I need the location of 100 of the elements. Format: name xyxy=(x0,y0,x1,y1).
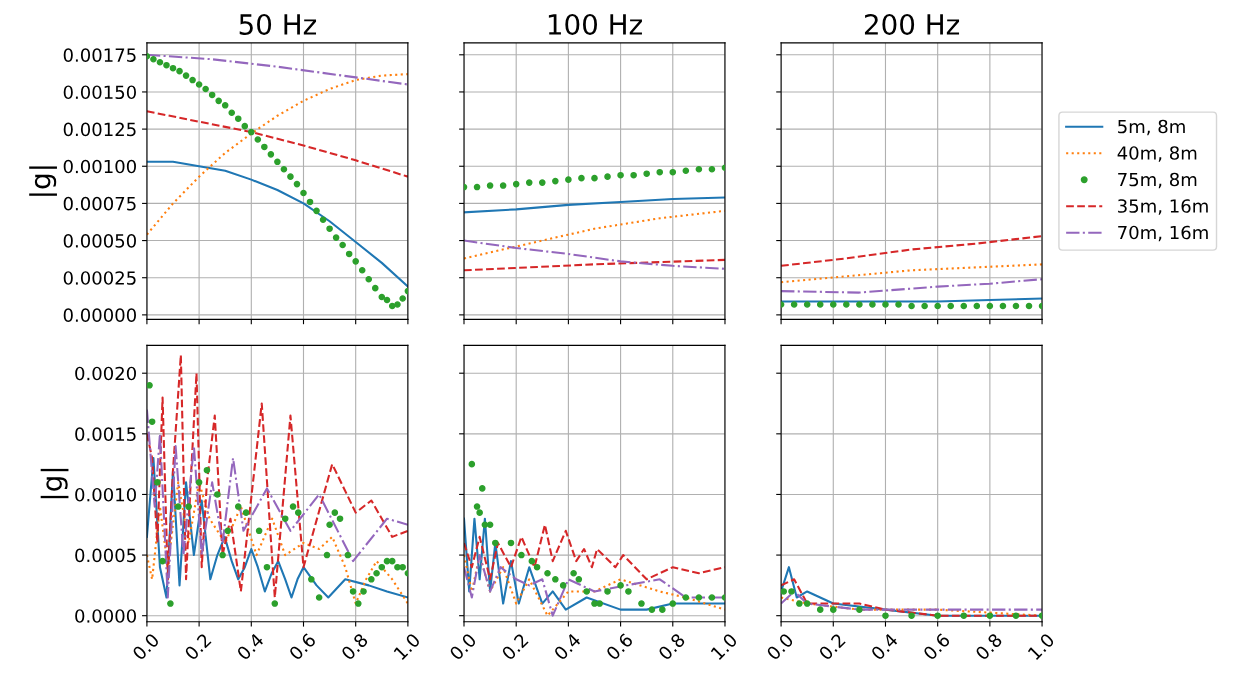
y-tick-label: 0.00125 xyxy=(63,122,136,137)
point xyxy=(281,515,289,522)
point xyxy=(591,174,598,182)
point xyxy=(781,588,787,595)
point xyxy=(908,612,915,619)
point xyxy=(336,515,344,522)
point xyxy=(478,485,486,492)
point xyxy=(221,102,229,109)
point xyxy=(399,563,406,571)
point xyxy=(388,302,396,310)
chart-title: 50 Hz xyxy=(239,13,317,35)
y-tick-label: 0.0005 xyxy=(75,548,136,563)
point xyxy=(507,539,515,547)
y-axis-title: |g| xyxy=(29,166,57,196)
point xyxy=(274,158,281,166)
point xyxy=(591,600,598,607)
point xyxy=(234,115,242,122)
point xyxy=(934,612,941,619)
point xyxy=(486,182,494,189)
point xyxy=(189,76,196,84)
point xyxy=(1012,612,1020,619)
point xyxy=(638,600,645,607)
point xyxy=(512,180,520,188)
point xyxy=(578,174,585,182)
point xyxy=(289,503,297,510)
point xyxy=(695,165,703,173)
point xyxy=(234,503,242,510)
point xyxy=(476,509,483,516)
x-tick-label: 0.6 xyxy=(288,632,317,661)
point xyxy=(224,527,232,535)
point xyxy=(202,85,209,93)
point xyxy=(169,64,177,72)
point xyxy=(394,563,401,571)
x-tick-label: 0.0 xyxy=(448,632,478,661)
point xyxy=(583,588,590,595)
y-tick-label: 0.00000 xyxy=(63,308,136,322)
x-tick-label: 1.0 xyxy=(710,632,738,661)
point xyxy=(174,503,182,510)
point xyxy=(473,503,481,510)
line-series xyxy=(146,353,408,599)
point xyxy=(708,594,716,601)
point xyxy=(293,180,301,188)
point xyxy=(796,600,803,607)
chart-title: 100 Hz xyxy=(548,13,642,35)
point xyxy=(803,600,811,607)
point xyxy=(150,55,157,63)
point xyxy=(185,503,192,510)
x-tick-label: 0.8 xyxy=(657,632,686,661)
point xyxy=(708,165,716,173)
point xyxy=(604,173,611,180)
y-axis-title: |g| xyxy=(40,468,69,499)
point xyxy=(625,588,632,595)
point xyxy=(355,600,362,607)
legend-label: 35m, 16m xyxy=(1118,199,1208,215)
y-tick-label: 0.0020 xyxy=(75,366,136,381)
point xyxy=(242,509,250,516)
point xyxy=(360,588,367,595)
point xyxy=(630,171,637,179)
point xyxy=(219,551,226,559)
legend-label: 40m, 8m xyxy=(1117,146,1197,162)
point xyxy=(378,563,386,571)
point xyxy=(331,509,339,516)
y-tick-label: 0.00025 xyxy=(63,271,136,285)
y-tick-label: 0.00100 xyxy=(63,159,136,174)
point xyxy=(656,168,664,176)
point xyxy=(254,136,262,143)
point xyxy=(365,275,373,283)
point xyxy=(518,551,525,559)
point xyxy=(313,207,320,215)
point xyxy=(332,234,340,241)
point xyxy=(159,557,166,565)
x-tick-label: 0.0 xyxy=(131,632,160,661)
point xyxy=(241,122,249,130)
point xyxy=(248,128,255,136)
point xyxy=(473,183,481,191)
point xyxy=(552,576,559,583)
point xyxy=(604,588,611,595)
point xyxy=(255,527,263,535)
point xyxy=(596,600,604,607)
legend-label: 70m, 16m xyxy=(1118,225,1208,242)
point xyxy=(176,67,183,75)
point xyxy=(308,576,315,583)
point xyxy=(669,168,677,176)
point xyxy=(263,563,271,571)
point xyxy=(643,170,650,177)
point xyxy=(468,460,476,468)
point xyxy=(280,165,288,173)
x-tick-label: 0.8 xyxy=(974,632,1003,661)
x-tick-label: 1.0 xyxy=(393,632,421,661)
point xyxy=(575,576,583,583)
point xyxy=(816,606,824,613)
point xyxy=(195,479,203,486)
legend-label: 5m, 8m xyxy=(1118,119,1185,136)
line-series xyxy=(146,481,408,605)
point xyxy=(261,143,268,151)
point xyxy=(669,600,677,607)
point xyxy=(154,479,161,486)
point xyxy=(271,600,279,607)
point xyxy=(214,491,221,498)
point xyxy=(383,296,391,304)
